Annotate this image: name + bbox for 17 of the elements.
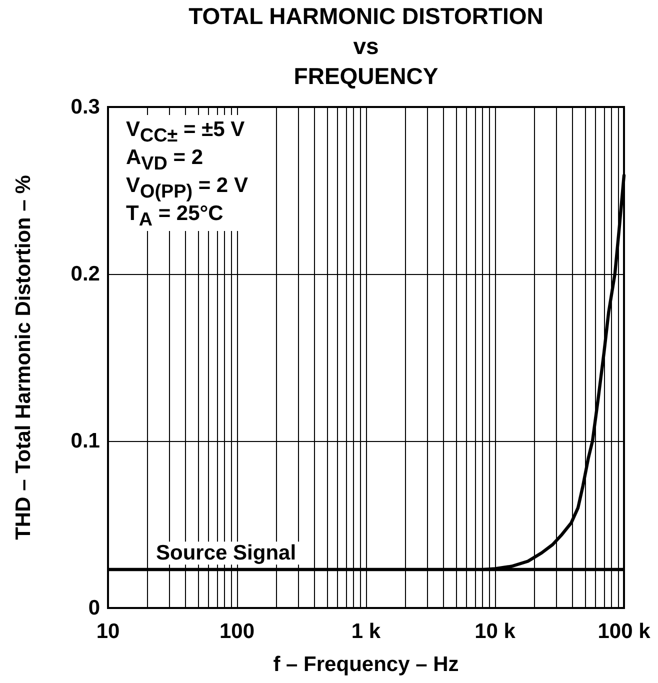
y-axis-title: THD – Total Harmonic Distortion – % [12,174,35,540]
y-tick-label: 0 [88,596,100,620]
annotation: T$_{A}$ = 25°C [126,202,224,231]
x-tick-label: 100 k [598,620,651,643]
x-tick-label: 100 [219,620,255,643]
y-tick-label: 0.1 [70,430,100,452]
ref-line-label: Source Signal [156,542,296,565]
annotation: V$_{CC±}$ = ±5 V [126,117,246,147]
x-tick-label: 10 [96,620,120,643]
annotation: V$_{O(PP)}$ = 2 V [126,174,248,203]
chart-title: TOTAL HARMONIC DISTORTION vs FREQUENCY [188,3,544,89]
y-tick-label: 0.3 [70,96,100,118]
x-tick-label: 10 k [474,620,516,643]
annotation: A$_{VD}$ = 2 [126,145,204,175]
x-tick-label: 1 k [351,620,381,643]
y-tick-label: 0.2 [70,262,100,286]
x-axis-title: f – Frequency – Hz [273,653,459,676]
